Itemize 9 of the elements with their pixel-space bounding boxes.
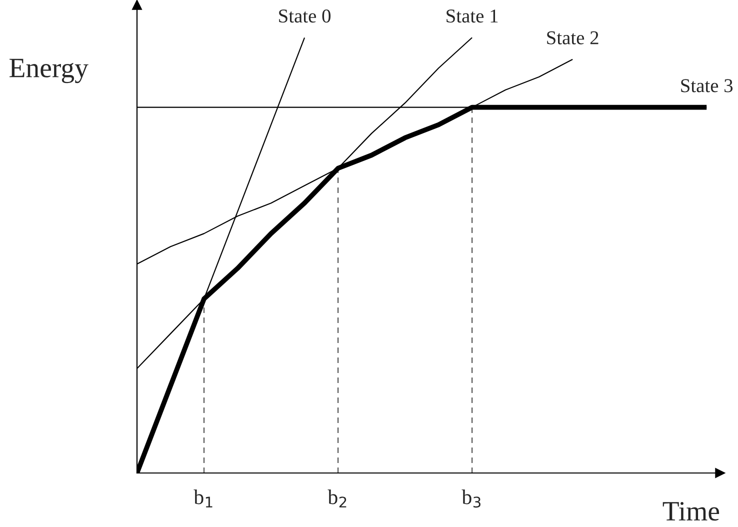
series-label: State 0	[279, 9, 331, 23]
y-axis-title: Energy	[10, 58, 88, 84]
series-label: State 2	[547, 31, 598, 44]
x-axis-title: Time	[662, 502, 720, 521]
x-tick-label: b$_{3}$	[462, 490, 480, 508]
series-label: State 3	[681, 79, 733, 92]
x-tick-label: b$_{2}$	[328, 490, 346, 508]
x-tick-label: b$_{1}$	[194, 490, 212, 508]
series-label: State 1	[446, 10, 498, 23]
